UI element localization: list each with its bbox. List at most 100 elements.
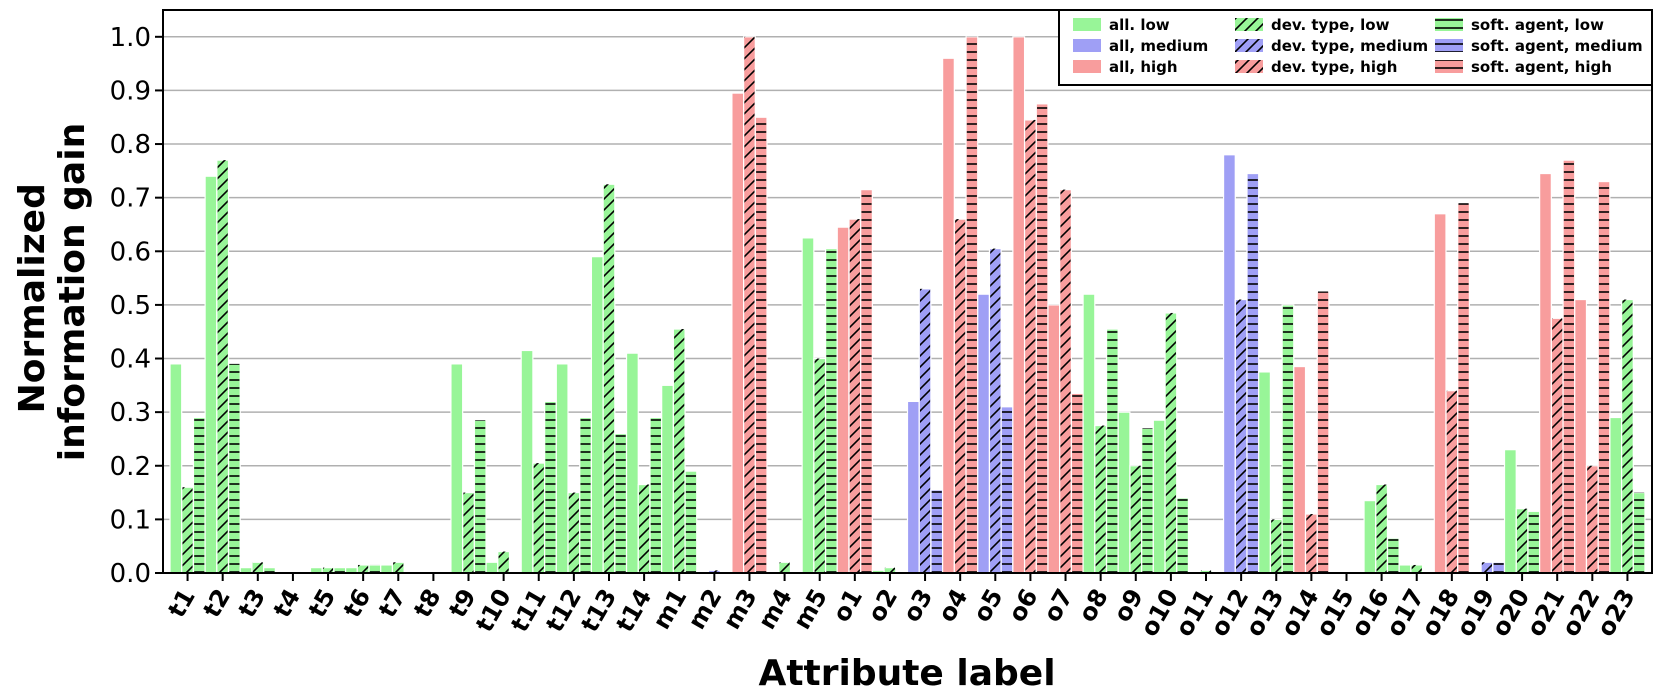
legend: all. low all, medium all, high dev. type, l… — [1058, 9, 1653, 86]
bar-hatch — [1318, 291, 1329, 573]
bar-hatch — [1282, 304, 1294, 573]
y-tick-label: 0.6 — [110, 237, 151, 267]
legend-label: dev. type, medium — [1271, 37, 1428, 55]
bar-hatch — [1481, 562, 1493, 573]
y-tick-label: 0.7 — [110, 184, 151, 214]
y-tick-label: 0.1 — [110, 505, 151, 535]
x-tick-label: o5 — [968, 584, 1009, 627]
bar-hatch — [533, 463, 544, 573]
y-axis-title-line-2: information gain — [52, 123, 93, 461]
bar-hatch — [1376, 484, 1387, 573]
x-tick-label: o10 — [1135, 584, 1184, 641]
bar-hatch — [615, 433, 626, 573]
bar-o16-all — [1363, 500, 1377, 574]
bar-hatch — [1142, 428, 1153, 573]
legend-label: soft. agent, medium — [1471, 37, 1643, 55]
y-axis-ticks: 0.0 0.1 0.2 0.3 0.4 0.5 0.6 0.7 0.8 0.9 1.0 — [110, 23, 163, 589]
bar-hatch — [182, 487, 193, 573]
bar-o12-all — [1222, 154, 1236, 574]
bar-o22-all — [1574, 298, 1588, 574]
bar-hatch — [1236, 299, 1247, 573]
y-tick-label: 0.9 — [110, 76, 151, 106]
bar-hatch — [498, 551, 509, 573]
legend-swatch-hatch — [1435, 60, 1463, 73]
bar-hatch — [674, 329, 685, 573]
bar-hatch — [685, 471, 696, 573]
bar-hatch — [1095, 425, 1106, 573]
legend-label: all. low — [1109, 16, 1170, 34]
bar-hatch — [1552, 318, 1563, 573]
bar-hatch — [475, 420, 486, 573]
bar-t9-all — [450, 363, 464, 574]
bar-o5-all — [977, 293, 991, 574]
bar-hatch — [1587, 465, 1598, 573]
x-tick-label: o6 — [1003, 584, 1044, 627]
bar-hatch — [861, 189, 872, 573]
x-tick-label: t13 — [575, 584, 622, 637]
x-tick-label: t8 — [408, 584, 446, 622]
bar-hatch — [580, 417, 591, 573]
y-tick-label: 0.3 — [110, 398, 151, 428]
bar-hatch — [322, 567, 334, 573]
bar-hatch — [1247, 173, 1258, 574]
x-tick-label: o20 — [1486, 584, 1535, 641]
bar-t10-all — [485, 561, 499, 574]
x-tick-label: o11 — [1170, 584, 1219, 641]
x-tick-label: o23 — [1591, 584, 1640, 641]
bar-o23-all — [1609, 416, 1623, 574]
legend-label: all, medium — [1109, 37, 1208, 55]
legend-label: soft. agent, high — [1471, 58, 1612, 76]
x-tick-label: t14 — [611, 584, 658, 637]
x-tick-label: t1 — [162, 584, 200, 622]
bar-o20-all — [1503, 449, 1517, 574]
y-axis-title-line-1: Normalized — [12, 183, 53, 413]
bar-o13-all — [1258, 371, 1271, 574]
bar-t11-all — [520, 349, 534, 574]
bar-o6-all — [1012, 36, 1026, 574]
legend-label: soft. agent, low — [1471, 16, 1604, 34]
legend-frame — [1058, 9, 1653, 86]
y-tick-label: 1.0 — [110, 23, 151, 53]
bar-hatch — [990, 248, 1001, 573]
legend-swatch — [1073, 60, 1101, 73]
x-tick-label: o8 — [1073, 584, 1114, 627]
bar-hatch — [1001, 406, 1013, 573]
x-tick-label: t4 — [268, 584, 306, 622]
x-tick-label: o1 — [827, 584, 868, 627]
bar-hatch — [1598, 181, 1610, 574]
x-tick-label: t6 — [338, 584, 376, 622]
bar-t13-all — [590, 256, 604, 574]
legend-label: dev. type, low — [1271, 16, 1390, 34]
bar-o4-all — [942, 57, 955, 574]
bar-hatch — [884, 567, 895, 573]
bar-m3-all — [731, 92, 745, 574]
x-tick-label: o4 — [933, 584, 974, 627]
x-tick-label: o17 — [1381, 584, 1430, 641]
x-tick-label: t7 — [373, 584, 411, 622]
x-tick-label: t12 — [540, 584, 587, 637]
y-axis-title: Normalized information gain — [12, 123, 93, 461]
legend-swatch — [1073, 18, 1101, 31]
bar-o9-all — [1117, 411, 1131, 574]
x-tick-label: m5 — [788, 584, 833, 634]
bar-o14-all — [1293, 365, 1307, 574]
x-tick-label: o7 — [1038, 584, 1079, 627]
bar-hatch — [744, 36, 755, 574]
bar-hatch — [1634, 492, 1645, 573]
bar-o18-all — [1433, 213, 1447, 574]
bar-hatch — [229, 363, 240, 573]
x-tick-label: o14 — [1275, 584, 1324, 641]
bar-hatch — [1072, 393, 1083, 573]
bar-o21-all — [1539, 172, 1552, 574]
bar-o1-all — [836, 226, 850, 574]
bar-hatch — [334, 567, 345, 573]
y-tick-label: 0.0 — [110, 559, 151, 589]
bar-m1-all — [661, 384, 674, 574]
bar-hatch — [1563, 160, 1574, 573]
legend-swatch-hatch — [1435, 18, 1463, 31]
x-tick-label: o18 — [1416, 584, 1465, 641]
legend-swatch-hatch — [1435, 39, 1463, 52]
bar-hatch — [1458, 203, 1469, 573]
bar-hatch — [1493, 562, 1504, 573]
